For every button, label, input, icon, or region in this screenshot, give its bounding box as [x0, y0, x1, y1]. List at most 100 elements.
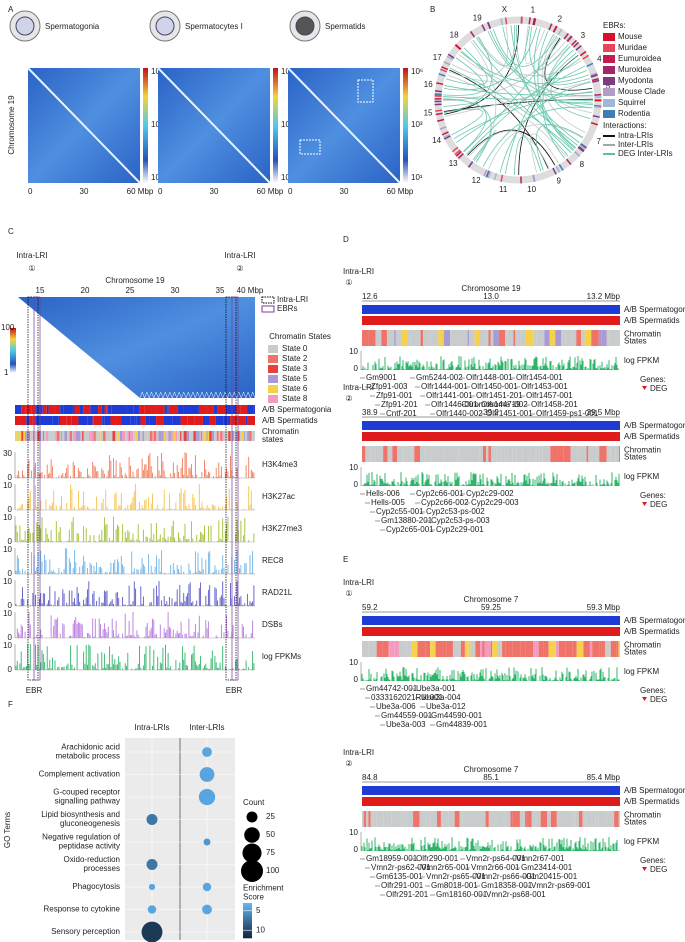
- chromatin-segment: [520, 641, 526, 657]
- x-tick-label: 40 Mbp: [237, 286, 264, 295]
- chromatin-segment: [556, 811, 565, 827]
- chromosome-label: 9: [557, 176, 562, 185]
- segment: [59, 416, 67, 425]
- ebr-tick: [447, 53, 455, 59]
- chromatin-segment: [490, 446, 495, 462]
- panel-label: B: [430, 5, 435, 14]
- ebr-tick: [558, 164, 564, 171]
- track-min: 0: [354, 364, 359, 373]
- segment: [21, 431, 24, 441]
- chord: [442, 99, 487, 152]
- chromatin-segment: [570, 446, 578, 462]
- segment: [151, 405, 156, 414]
- gene-label: Olfr1441-001: [426, 391, 473, 400]
- segment: [161, 431, 164, 441]
- chromatin-segment: [596, 446, 600, 462]
- chromatin-segment: [366, 811, 369, 827]
- segment: [126, 405, 128, 414]
- size-key: [241, 860, 263, 882]
- highlight-box: [357, 79, 374, 103]
- legend-title: Genes:: [640, 375, 666, 384]
- legend-label: Intra-LRI: [277, 295, 308, 304]
- gene-label: Zfp91-001: [376, 391, 413, 400]
- track-min: 0: [8, 665, 13, 674]
- lri-number: ②: [236, 264, 243, 273]
- ab-row: [362, 627, 620, 636]
- chromatin-segment: [494, 446, 497, 462]
- track-label: Chromatin States: [624, 811, 661, 827]
- chromatin-segment: [393, 811, 396, 827]
- gene-label: Gm18358-001: [481, 881, 533, 890]
- segment: [172, 416, 181, 425]
- legend-label: State 0: [282, 344, 308, 353]
- gene-label: Cyp2c29-003: [471, 498, 519, 507]
- segment: [164, 405, 167, 414]
- chromatin-segment: [580, 811, 583, 827]
- ebr-tick: [454, 44, 462, 51]
- chromatin-segment: [579, 446, 587, 462]
- legend-swatch: [603, 99, 615, 107]
- segment: [102, 431, 106, 441]
- chromatin-segment: [507, 330, 514, 346]
- gene-label: Ube3a-004: [421, 693, 461, 702]
- lri-highlight: [225, 296, 237, 681]
- deg-marker: [642, 386, 647, 390]
- hic-domain: [240, 391, 247, 399]
- segment: [147, 431, 150, 441]
- segment: [88, 431, 91, 441]
- chromatin-segment: [484, 641, 491, 657]
- hic-domain: [139, 391, 145, 399]
- segment: [202, 431, 205, 441]
- ebr-tick: [455, 150, 462, 157]
- track-max: 10: [3, 481, 12, 490]
- chromatin-segment: [442, 641, 447, 657]
- track-max: 10: [3, 545, 12, 554]
- legend-swatch: [268, 345, 278, 353]
- legend-swatch: [268, 355, 278, 363]
- track-max: 10: [3, 577, 12, 586]
- ebr-tick: [443, 60, 451, 66]
- legend-title: Chromatin States: [269, 332, 331, 341]
- chromatin-segment: [599, 446, 607, 462]
- segment: [92, 416, 94, 425]
- chromatin-segment: [533, 330, 537, 346]
- segment: [42, 405, 47, 414]
- x-tick-label: 12.6: [362, 292, 378, 301]
- track-label: H3K27ac: [262, 492, 295, 501]
- chromatin-segment: [370, 811, 374, 827]
- y-axis-label: Chromosome 19: [7, 95, 16, 155]
- segment: [134, 416, 137, 425]
- gene-label: Cntf-201: [386, 409, 417, 418]
- chromatin-segment: [565, 641, 573, 657]
- legend-label: Mouse: [618, 32, 643, 41]
- ebr-tick: [552, 167, 557, 175]
- segment: [48, 431, 51, 441]
- segment: [46, 431, 49, 441]
- segment: [195, 431, 198, 441]
- ebr-tick: [500, 174, 504, 182]
- chromatin-segment: [531, 811, 540, 827]
- segment: [90, 405, 99, 414]
- segment: [231, 431, 235, 441]
- chromatin-segment: [431, 641, 436, 657]
- segment: [42, 431, 45, 441]
- y-tick-label: Response to cytokine: [44, 905, 121, 914]
- x-tick-label: 59.3 Mbp: [587, 603, 621, 612]
- chromatin-segment: [436, 811, 441, 827]
- hic-domain: [181, 391, 187, 399]
- hic-domain: [194, 391, 201, 399]
- chord: [499, 81, 591, 173]
- legend-label: 75: [266, 848, 275, 857]
- legend-label: 50: [266, 830, 275, 839]
- segment: [239, 431, 242, 441]
- ebr-tick: [591, 78, 599, 82]
- ebr-tick: [451, 146, 459, 153]
- chromatin-segment: [388, 641, 390, 657]
- x-tick-label: 30: [171, 286, 180, 295]
- segment: [183, 405, 191, 414]
- chromatin-segment: [426, 811, 431, 827]
- segment: [222, 431, 224, 441]
- chromatin-segment: [474, 330, 480, 346]
- gene-label: Vmn2r-ps64-001: [466, 854, 526, 863]
- chromatin-segment: [608, 330, 610, 346]
